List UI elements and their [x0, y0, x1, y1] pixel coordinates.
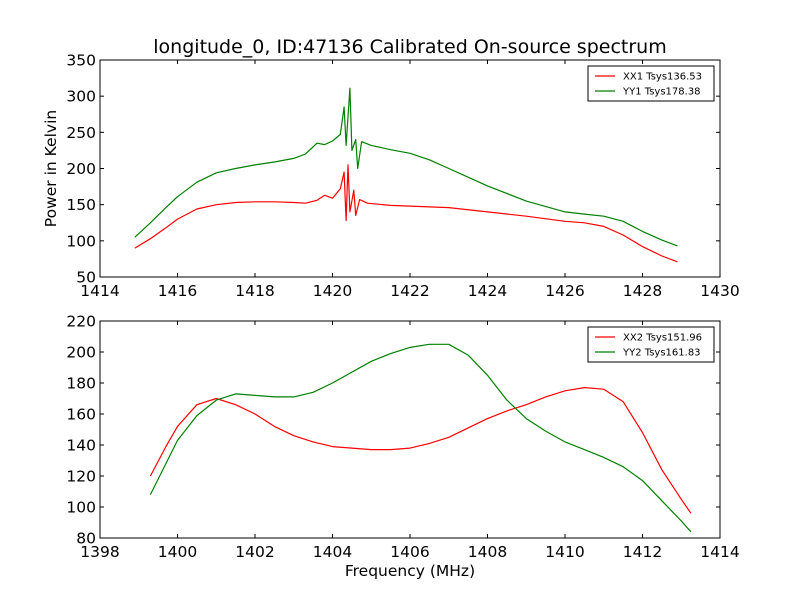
series-line-yy1	[134, 87, 678, 247]
x-tick-label: 1406	[390, 543, 429, 561]
legend-label: YY1 Tsys178.38	[622, 87, 701, 98]
legend-label: XX1 Tsys136.53	[623, 72, 702, 83]
y-tick-label: 100	[66, 232, 96, 250]
y-tick-label: 300	[66, 88, 96, 106]
y-tick-label: 250	[66, 124, 96, 142]
bottom-legend: XX2 Tsys151.96 YY2 Tsys161.83	[587, 326, 715, 363]
top-subplot: longitude_0, ID:47136 Calibrated On-sour…	[42, 36, 740, 300]
x-tick-label: 1424	[468, 282, 507, 300]
y-tick-label: 200	[66, 160, 96, 178]
chart-title: longitude_0, ID:47136 Calibrated On-sour…	[153, 36, 666, 58]
y-tick-label: 150	[66, 196, 96, 214]
top-series-group	[134, 87, 678, 263]
top-ticks-group: 1414 1416 1418 1420 1422 1424 1426 1428 1430 50 10…	[66, 52, 739, 301]
series-line-yy2	[149, 343, 692, 533]
x-tick-label: 1410	[545, 543, 584, 561]
x-tick-label: 1418	[235, 282, 274, 300]
x-tick-label: 1414	[700, 543, 739, 561]
y-tick-label: 80	[76, 530, 96, 548]
y-tick-label: 120	[66, 468, 96, 486]
x-tick-label: 1400	[158, 543, 197, 561]
x-tick-label: 1398	[80, 543, 119, 561]
y-tick-label: 140	[66, 437, 96, 455]
x-tick-label: 1422	[390, 282, 429, 300]
y-tick-label: 350	[66, 52, 96, 70]
x-tick-label: 1420	[313, 282, 352, 300]
y-tick-label: 220	[66, 313, 96, 331]
x-axis-label: Frequency (MHz)	[345, 562, 475, 580]
y-tick-label: 50	[76, 269, 96, 287]
bottom-ticks-group: 1398 1400 1402 1404 1406 1408 1410 1412 1414 80 10…	[66, 313, 739, 562]
x-tick-label: 1408	[468, 543, 507, 561]
x-tick-label: 1416	[158, 282, 197, 300]
x-tick-label: 1412	[623, 543, 662, 561]
bottom-subplot: 1398 1400 1402 1404 1406 1408 1410 1412 1414 80 10…	[66, 313, 739, 581]
y-tick-label: 180	[66, 375, 96, 393]
bottom-series-group	[149, 343, 692, 533]
x-tick-label: 1404	[313, 543, 352, 561]
x-tick-label: 1402	[235, 543, 274, 561]
legend-box	[587, 326, 715, 363]
legend-label: YY2 Tsys161.83	[622, 348, 701, 359]
x-tick-label: 1428	[623, 282, 662, 300]
y-tick-label: 100	[66, 499, 96, 517]
x-tick-label: 1414	[80, 282, 119, 300]
legend-label: XX2 Tsys151.96	[623, 333, 702, 344]
x-tick-label: 1430	[700, 282, 739, 300]
y-axis-label: Power in Kelvin	[42, 110, 60, 227]
top-legend: XX1 Tsys136.53 YY1 Tsys178.38	[587, 65, 715, 102]
y-tick-label: 200	[66, 344, 96, 362]
series-line-xx2	[149, 387, 692, 514]
legend-box	[587, 65, 715, 102]
x-tick-label: 1426	[545, 282, 584, 300]
series-line-xx1	[134, 164, 678, 263]
y-tick-label: 160	[66, 406, 96, 424]
